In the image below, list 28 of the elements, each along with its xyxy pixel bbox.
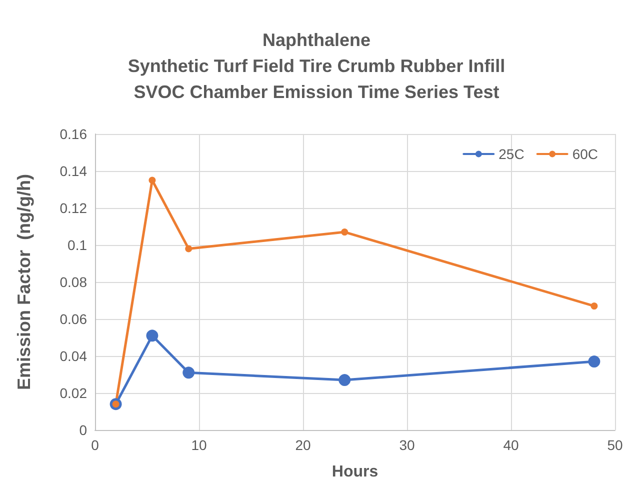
- y-tick-label: 0.04: [60, 348, 88, 364]
- legend-label: 25C: [498, 146, 524, 162]
- y-tick-label: 0.06: [60, 311, 88, 327]
- point: [341, 228, 348, 236]
- point: [148, 176, 156, 184]
- y-axis-title: Emission Factor (ng/g/h): [14, 174, 34, 390]
- x-tick-label: 50: [607, 437, 623, 453]
- point: [182, 366, 195, 379]
- y-tick-label: 0.1: [68, 237, 88, 253]
- x-tick-label: 30: [399, 437, 415, 453]
- x-axis-title: Hours: [332, 464, 378, 480]
- point: [590, 302, 598, 310]
- legend-label: 60C: [572, 146, 598, 162]
- y-tick-label: 0.08: [60, 274, 88, 290]
- x-tick-label: 10: [191, 437, 207, 453]
- point: [185, 245, 192, 252]
- point: [338, 374, 351, 386]
- y-tick-label: 0.02: [60, 385, 88, 401]
- x-tick-label: 0: [91, 437, 100, 453]
- y-tick-label: 0.12: [60, 200, 88, 216]
- y-tick-label: 0.14: [60, 163, 88, 179]
- point: [588, 356, 600, 368]
- chart-title: Naphthalene Synthetic Turf Field Tire Crumb Rubber Infill SVOC Chamber Emission Time Series Test: [128, 30, 506, 102]
- x-tick-label: 20: [295, 437, 311, 453]
- x-tick-label: 40: [503, 437, 519, 453]
- y-tick-label: 0: [79, 422, 88, 438]
- y-tick-label: 0.16: [60, 126, 88, 142]
- point: [146, 330, 158, 342]
